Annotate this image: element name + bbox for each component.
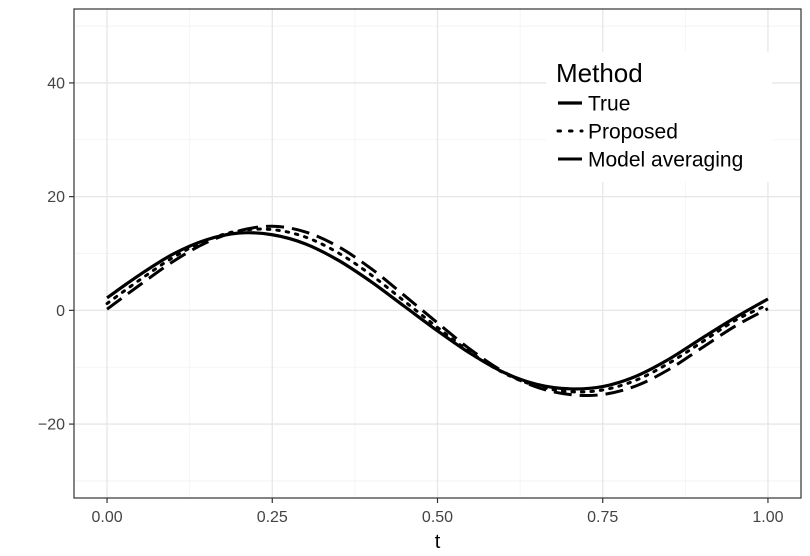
legend-label-3: Model averaging xyxy=(588,149,743,172)
legend-title: Method xyxy=(556,58,643,88)
x-tick-label: 0.00 xyxy=(91,509,122,526)
legend-label-1: True xyxy=(588,93,630,116)
y-tick-label: 20 xyxy=(47,189,65,206)
x-axis: 0.00 0.25 0.50 0.75 1.00 xyxy=(91,498,784,526)
x-tick-label: 0.50 xyxy=(422,509,453,526)
x-tick-label: 0.25 xyxy=(257,509,288,526)
legend-background xyxy=(546,52,772,182)
y-tick-label: 0 xyxy=(56,303,65,320)
legend: Method True Proposed Model averaging xyxy=(546,52,772,182)
legend-entries: True Proposed Model averaging xyxy=(556,93,743,172)
y-axis: −20 0 20 40 xyxy=(38,75,74,434)
x-axis-title: t xyxy=(435,531,441,553)
y-tick-label: −20 xyxy=(38,417,65,434)
series-lines xyxy=(105,224,770,398)
x-tick-label: 1.00 xyxy=(752,509,783,526)
series-line-3 xyxy=(106,224,769,398)
legend-label-2: Proposed xyxy=(588,121,678,144)
series-line-2 xyxy=(105,227,770,394)
x-tick-label: 0.75 xyxy=(587,509,618,526)
y-tick-label: 40 xyxy=(47,75,65,92)
major-gridlines xyxy=(74,9,801,498)
